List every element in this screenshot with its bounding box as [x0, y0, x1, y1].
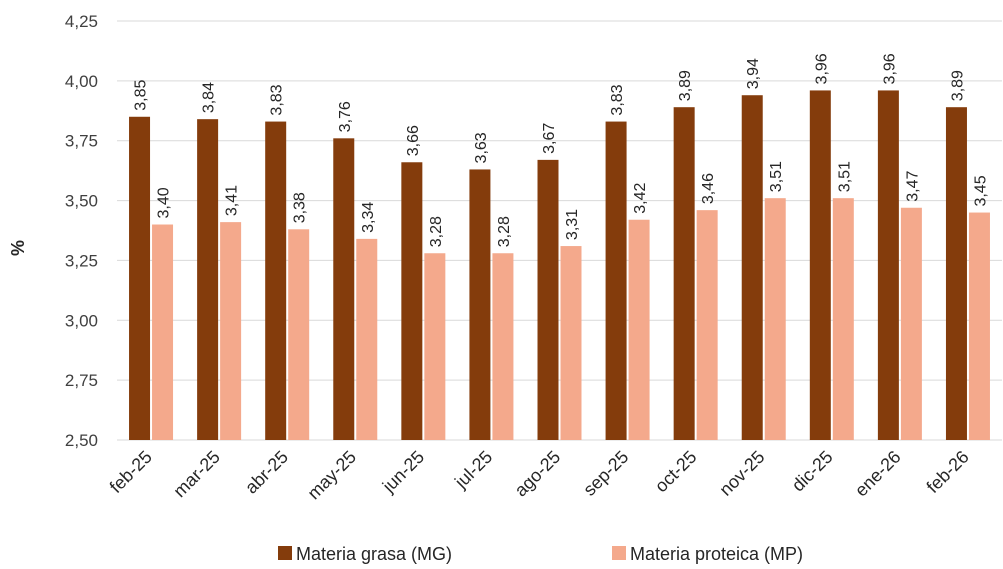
bar-mg	[945, 107, 967, 441]
x-tick-label: may-25	[304, 447, 361, 504]
data-label-mp: 3,28	[428, 216, 445, 247]
x-tick-label: jul-25	[450, 447, 496, 493]
y-axis-label: %	[8, 240, 28, 256]
x-axis-ticks: feb-25 mar-25 abr-25 may-25 jun-25 jul-25 ago-…	[106, 447, 973, 504]
bar-mg	[401, 162, 423, 440]
x-tick-label: feb-25	[106, 447, 156, 497]
data-label-mg: 3,67	[541, 123, 558, 154]
data-label-mg: 3,83	[609, 84, 626, 115]
x-tick-label: nov-25	[715, 447, 768, 500]
y-tick-label: 4,25	[65, 12, 98, 31]
bar-mp	[152, 224, 174, 440]
data-label-mp: 3,46	[700, 173, 717, 204]
y-axis-ticks: 2,50 2,75 3,00 3,25 3,50 3,75 4,00 4,25	[65, 12, 98, 450]
data-label-mp: 3,40	[156, 187, 173, 218]
gridlines	[117, 20, 1002, 441]
x-tick-label: sep-25	[579, 447, 632, 500]
bar-mp	[832, 198, 854, 440]
x-tick-label: oct-25	[651, 447, 701, 497]
bar-mp	[968, 212, 990, 440]
y-tick-label: 3,25	[65, 251, 98, 270]
legend-label-mg: Materia grasa (MG)	[296, 544, 452, 564]
data-label-mg: 3,66	[405, 125, 422, 156]
x-tick-label: ene-26	[851, 447, 905, 501]
bar-mg	[605, 121, 627, 440]
data-labels: 3,85 3,40 3,84 3,41 3,83 3,38 3,76 3,34 3,66 3,28…	[133, 53, 990, 247]
x-tick-label: abr-25	[241, 447, 292, 498]
data-label-mg: 3,94	[745, 58, 762, 89]
y-tick-label: 3,50	[65, 192, 98, 211]
y-tick-label: 3,00	[65, 311, 98, 330]
bar-mp	[356, 238, 378, 440]
x-tick-label: mar-25	[169, 447, 223, 501]
bar-mp	[220, 222, 242, 440]
y-tick-label: 4,00	[65, 72, 98, 91]
bar-mp	[424, 253, 446, 440]
x-tick-label: dic-25	[788, 447, 837, 496]
bar-mp	[492, 253, 514, 440]
data-label-mg: 3,96	[813, 53, 830, 84]
bar-mp	[696, 210, 718, 440]
bar-mg	[129, 116, 151, 441]
bar-mp	[628, 219, 650, 440]
legend-swatch-mp	[612, 546, 626, 560]
data-label-mg: 3,63	[473, 132, 490, 163]
bar-mp	[764, 198, 786, 440]
data-label-mp: 3,28	[496, 216, 513, 247]
bar-mg	[809, 90, 831, 440]
x-tick-label: jun-25	[378, 447, 428, 497]
data-label-mp: 3,38	[292, 192, 309, 223]
data-label-mg: 3,84	[201, 82, 218, 113]
x-tick-label: feb-26	[923, 447, 973, 497]
bar-mp	[900, 207, 922, 440]
x-tick-label: ago-25	[511, 447, 565, 501]
data-label-mp: 3,34	[360, 202, 377, 233]
data-label-mp: 3,41	[224, 185, 241, 216]
data-label-mp: 3,45	[972, 175, 989, 206]
bar-mg	[333, 138, 355, 440]
bars	[129, 90, 990, 441]
bar-mg	[673, 107, 695, 441]
data-label-mg: 3,85	[133, 80, 150, 111]
data-label-mg: 3,83	[269, 84, 286, 115]
data-label-mg: 3,89	[949, 70, 966, 101]
bar-mg	[877, 90, 899, 440]
y-tick-label: 2,75	[65, 371, 98, 390]
data-label-mp: 3,51	[836, 161, 853, 192]
data-label-mg: 3,89	[677, 70, 694, 101]
data-label-mg: 3,76	[337, 101, 354, 132]
bar-mg	[265, 121, 287, 440]
y-tick-label: 2,50	[65, 431, 98, 450]
legend-label-mp: Materia proteica (MP)	[630, 544, 803, 564]
data-label-mp: 3,47	[904, 171, 921, 202]
data-label-mp: 3,51	[768, 161, 785, 192]
bar-mg	[537, 159, 559, 440]
y-tick-label: 3,75	[65, 132, 98, 151]
data-label-mp: 3,42	[632, 182, 649, 213]
data-label-mp: 3,31	[564, 209, 581, 240]
data-label-mg: 3,96	[881, 53, 898, 84]
legend: Materia grasa (MG) Materia proteica (MP)	[278, 544, 803, 564]
bar-mg	[197, 119, 219, 440]
bar-mp	[560, 246, 582, 440]
bar-mg	[741, 95, 763, 441]
legend-swatch-mg	[278, 546, 292, 560]
bar-mp	[288, 229, 310, 440]
bar-mg	[469, 169, 491, 440]
